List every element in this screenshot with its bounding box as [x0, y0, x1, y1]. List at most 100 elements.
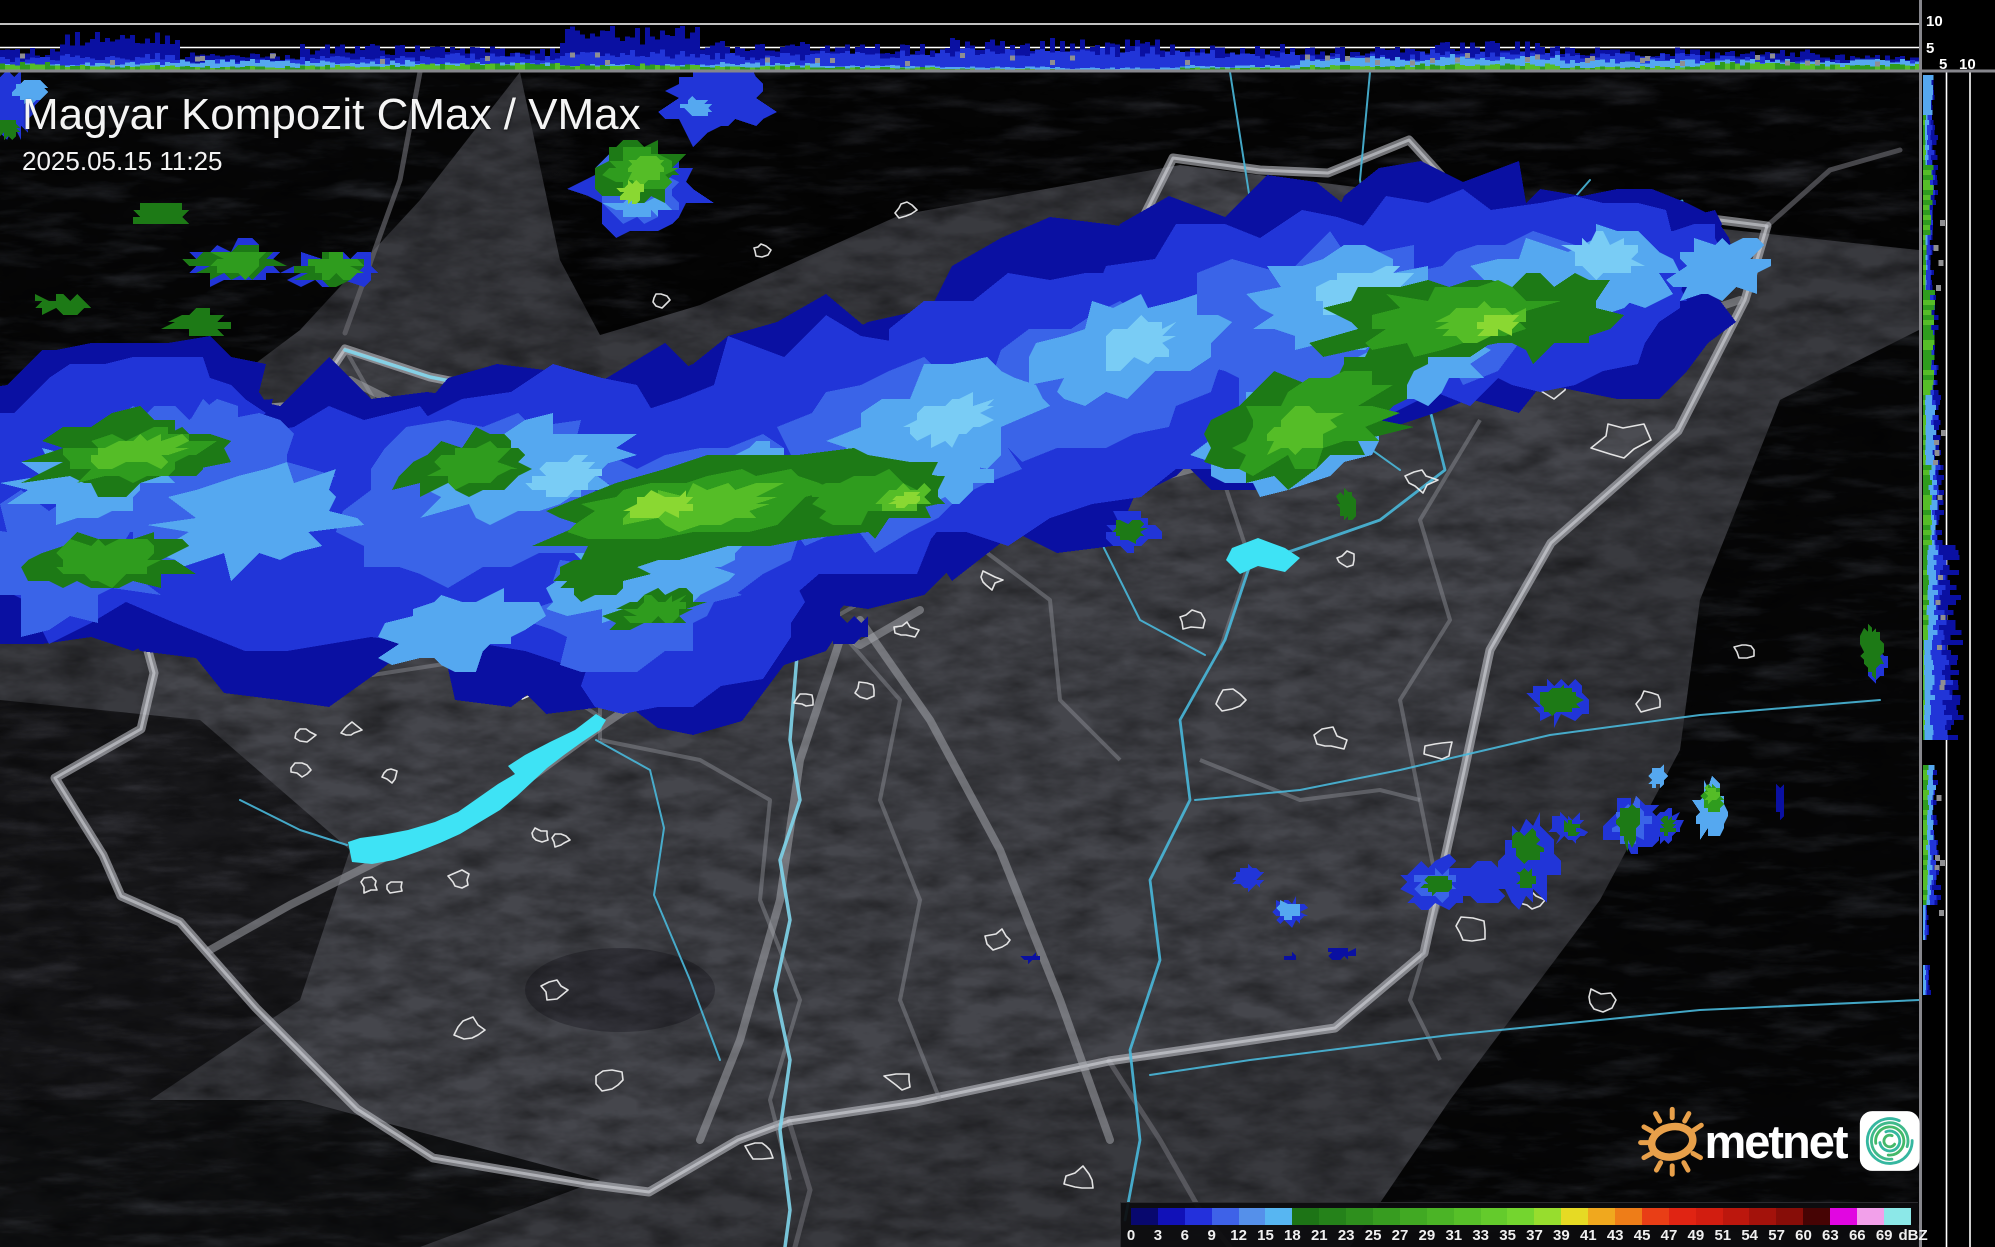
legend-tick: 31: [1445, 1227, 1463, 1244]
legend-tick: 63: [1822, 1227, 1839, 1244]
city-outline: [360, 876, 378, 894]
top-axis-label-5: 5: [1926, 40, 1935, 57]
legend-tick: 18: [1284, 1227, 1301, 1244]
metnet-logo: metnet: [1634, 1098, 1920, 1184]
legend-tick: 43: [1606, 1227, 1624, 1244]
radar-echo-green_dark: [1540, 684, 1584, 716]
radar-echo-navy: [1328, 948, 1356, 960]
radar-echo-green_bright: [1704, 784, 1720, 804]
radar-echo-green_dark: [1420, 876, 1452, 896]
legend-segment: [1238, 1208, 1266, 1225]
city-outline: [793, 693, 814, 707]
legend-segment: [1265, 1208, 1293, 1225]
city-outline: [294, 728, 317, 743]
radar-echo-green_dark: [1616, 804, 1640, 852]
legend-tick: 9: [1207, 1227, 1216, 1244]
legend-segment: [1776, 1208, 1804, 1225]
county-border: [1398, 418, 1482, 801]
legend-tick: 47: [1660, 1227, 1678, 1244]
radar-echo-green_dark: [35, 294, 91, 315]
city-outline: [386, 881, 403, 894]
city-outline: [1215, 688, 1247, 712]
legend-segment: [1561, 1208, 1589, 1225]
legend-tick: 27: [1391, 1227, 1409, 1244]
radar-echo-blue: [1232, 864, 1264, 892]
legend-segment: [1453, 1208, 1481, 1225]
legend-tick: 15: [1257, 1227, 1274, 1244]
river: [1194, 699, 1881, 801]
city-outline: [1063, 1165, 1094, 1189]
radar-echo-light_blue: [1276, 900, 1300, 920]
radar-echo-light_blue: [1666, 238, 1771, 301]
radar-echo-light_blue: [147, 462, 364, 581]
city-outline: [894, 201, 918, 219]
radar-echo-blue: [658, 72, 777, 147]
radar-echo-green_dark: [1560, 820, 1580, 836]
city-outline: [540, 979, 569, 1001]
radar-echo-green: [812, 469, 917, 525]
legend-tick: 41: [1579, 1227, 1597, 1244]
legend-segment: [1695, 1208, 1723, 1225]
county-border: [1408, 799, 1442, 1061]
radar-echo-green_bright: [628, 156, 664, 184]
radar-echo-green_dark: [1112, 520, 1148, 544]
radar-echo-green: [308, 252, 364, 280]
legend-tick: 12: [1230, 1227, 1247, 1244]
county-border: [968, 538, 1122, 762]
top-axis-label-10: 10: [1926, 13, 1943, 30]
legend-segment: [1373, 1208, 1400, 1225]
city-outline: [1313, 726, 1348, 750]
legend-segment: [1346, 1208, 1374, 1225]
county-border: [599, 738, 802, 1181]
radar-echo-green_dark: [1512, 868, 1540, 888]
radar-echo-green_brightest: [888, 492, 920, 508]
legend-tick: 51: [1714, 1227, 1732, 1244]
radar-echo-navy: [1776, 784, 1784, 820]
radar-echo-green_bright: [1267, 406, 1344, 455]
radar-echo-green_brightest: [616, 180, 644, 204]
radar-echo-green_dark: [1660, 816, 1676, 836]
radar-echo-light_blue: [12, 80, 48, 104]
city-outline: [340, 721, 363, 736]
city-outline: [883, 1073, 911, 1091]
city-outline: [1336, 550, 1355, 568]
legend-segment: [1883, 1208, 1911, 1225]
radar-echo-navy: [1284, 952, 1296, 964]
radar-echo-green_dark: [1512, 828, 1544, 864]
city-outline: [744, 1142, 774, 1160]
legend-tick: 3: [1153, 1227, 1163, 1244]
radar-echo-blue: [1449, 861, 1512, 903]
legend-tick: 29: [1418, 1227, 1436, 1244]
radar-echo-green: [427, 441, 518, 490]
legend-segment: [1830, 1208, 1858, 1225]
city-outline: [1635, 690, 1661, 713]
city-outline: [1455, 916, 1486, 942]
legend-unit: dBZ: [1898, 1227, 1928, 1244]
city-outline: [984, 928, 1011, 951]
radar-echo-pale_blue: [1106, 315, 1176, 371]
radar-echo-green_brightest: [1470, 315, 1519, 336]
legend-segment: [1641, 1208, 1669, 1225]
legend-segment: [1131, 1208, 1158, 1225]
city-outline: [1590, 423, 1652, 459]
profile-strips: [0, 23, 1971, 1247]
radar-echo-navy: [1020, 952, 1040, 964]
legend-segment: [1157, 1208, 1185, 1225]
radar-echo-green: [56, 539, 161, 588]
radar-echo-green_bright: [91, 434, 189, 469]
timestamp: 2025.05.15 11:25: [22, 146, 223, 176]
legend-segment: [1615, 1208, 1642, 1225]
legend-tick: 33: [1472, 1227, 1490, 1244]
radar-echo-green_dark: [1336, 488, 1356, 520]
legend-tick: 0: [1126, 1227, 1136, 1244]
legend-segment: [1749, 1208, 1777, 1225]
radar-echo-green_dark: [161, 308, 231, 336]
legend-segment: [1668, 1208, 1696, 1225]
side-axis-label-5: 5: [1939, 56, 1948, 73]
city-outline: [753, 243, 772, 258]
legend-segment: [1292, 1208, 1320, 1225]
legend-segment: [1803, 1208, 1831, 1225]
city-outline: [1404, 469, 1439, 494]
